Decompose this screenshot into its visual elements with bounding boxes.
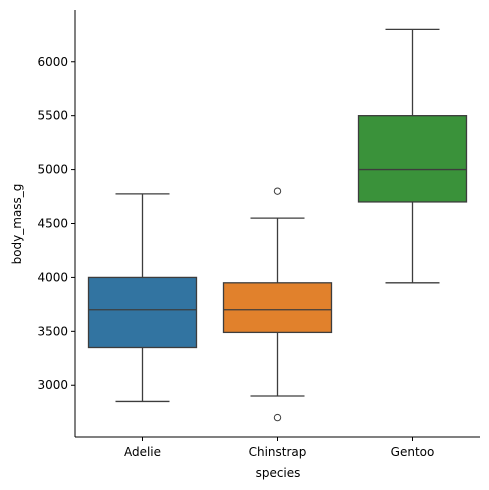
x-tick-label: Adelie bbox=[124, 445, 161, 459]
y-tick-label: 5500 bbox=[37, 109, 68, 123]
box-gentoo bbox=[357, 28, 468, 284]
y-axis-label: body_mass_g bbox=[10, 184, 24, 265]
outlier-point bbox=[273, 187, 282, 195]
plot-area bbox=[87, 28, 468, 422]
x-tick-label: Chinstrap bbox=[249, 445, 307, 459]
x-axis-label: species bbox=[256, 466, 301, 480]
x-tick-label: Gentoo bbox=[391, 445, 435, 459]
y-tick-label: 4000 bbox=[37, 270, 68, 284]
outlier-point bbox=[273, 413, 282, 422]
box-adelie bbox=[87, 193, 198, 403]
y-tick-label: 5000 bbox=[37, 163, 68, 177]
box-iqr bbox=[87, 276, 198, 349]
y-tick-label: 3000 bbox=[37, 378, 68, 392]
box-chinstrap bbox=[222, 187, 333, 422]
y-tick-label: 4500 bbox=[37, 217, 68, 231]
box-iqr bbox=[357, 115, 468, 203]
box-iqr bbox=[222, 282, 333, 334]
y-tick-label: 3500 bbox=[37, 324, 68, 338]
y-tick-label: 6000 bbox=[37, 55, 68, 69]
x-axis: Adelie Chinstrap Gentoo bbox=[75, 436, 480, 459]
y-axis: 3000 3500 4000 4500 5000 5500 6000 bbox=[37, 10, 76, 437]
